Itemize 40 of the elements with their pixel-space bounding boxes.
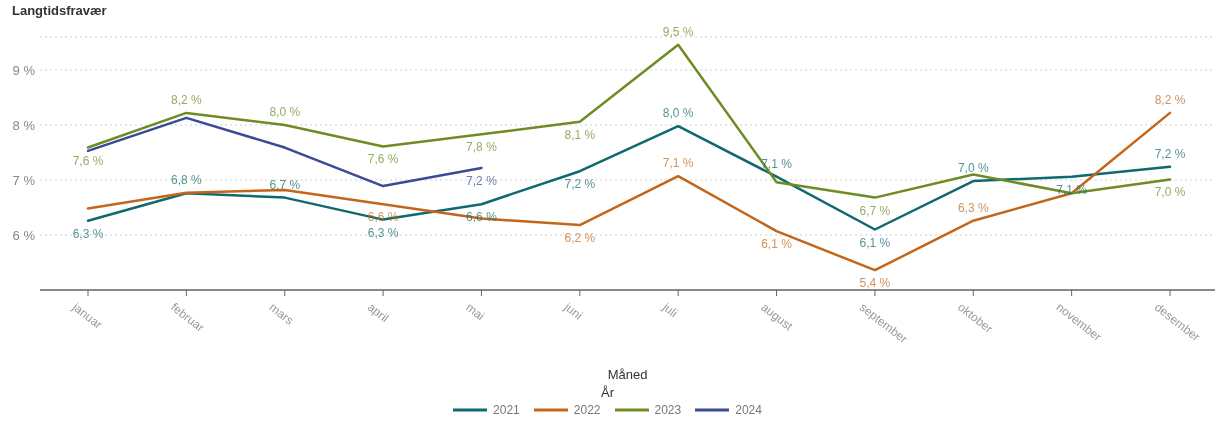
data-label: 6,3 % [72, 226, 104, 241]
data-label: 7,0 % [1154, 185, 1186, 200]
data-label: 5,4 % [859, 276, 891, 291]
data-label: 6,7 % [859, 203, 891, 218]
data-label: 7,6 % [72, 153, 104, 168]
legend-label: 2021 [492, 402, 520, 418]
data-label: 7,1 % [662, 156, 694, 171]
y-tick-label: 8 % [12, 117, 36, 133]
data-label: 6,1 % [859, 235, 891, 250]
data-label: 7,8 % [466, 140, 498, 155]
data-label: 7,2 % [564, 177, 596, 192]
data-label: 7,0 % [957, 161, 989, 176]
data-label: 6,3 % [367, 225, 399, 240]
data-label: 8,2 % [171, 92, 203, 107]
legend-title: År [600, 385, 615, 401]
data-label: 7,2 % [466, 173, 498, 188]
data-label: 6,2 % [564, 231, 596, 246]
data-label: 6,3 % [957, 200, 989, 215]
data-label: 8,0 % [269, 105, 301, 119]
data-label: 6,7 % [269, 177, 301, 192]
y-tick-label: 6 % [12, 227, 36, 243]
x-axis-title: Måned [607, 367, 648, 382]
data-label: 8,2 % [1154, 92, 1186, 107]
data-label: 8,0 % [662, 106, 694, 121]
legend-label: 2024 [734, 402, 762, 418]
data-label: 9,5 % [662, 24, 694, 39]
y-tick-label: 7 % [12, 172, 36, 188]
data-label: 8,1 % [564, 127, 596, 142]
x-tick-label: april [365, 300, 392, 326]
x-tick-label: juni [560, 299, 586, 323]
legend-label: 2022 [572, 402, 601, 418]
x-tick-label: juli [659, 299, 681, 321]
legend-label: 2023 [653, 402, 682, 418]
x-tick-label: mai [463, 300, 488, 323]
y-tick-label: 9 % [12, 62, 36, 78]
data-label: 7,2 % [1154, 146, 1186, 161]
y-axis-title: Langtidsfravær [12, 3, 107, 18]
data-label: 7,6 % [367, 152, 399, 167]
data-label: 6,8 % [171, 173, 203, 188]
data-label: 6,1 % [761, 237, 793, 252]
